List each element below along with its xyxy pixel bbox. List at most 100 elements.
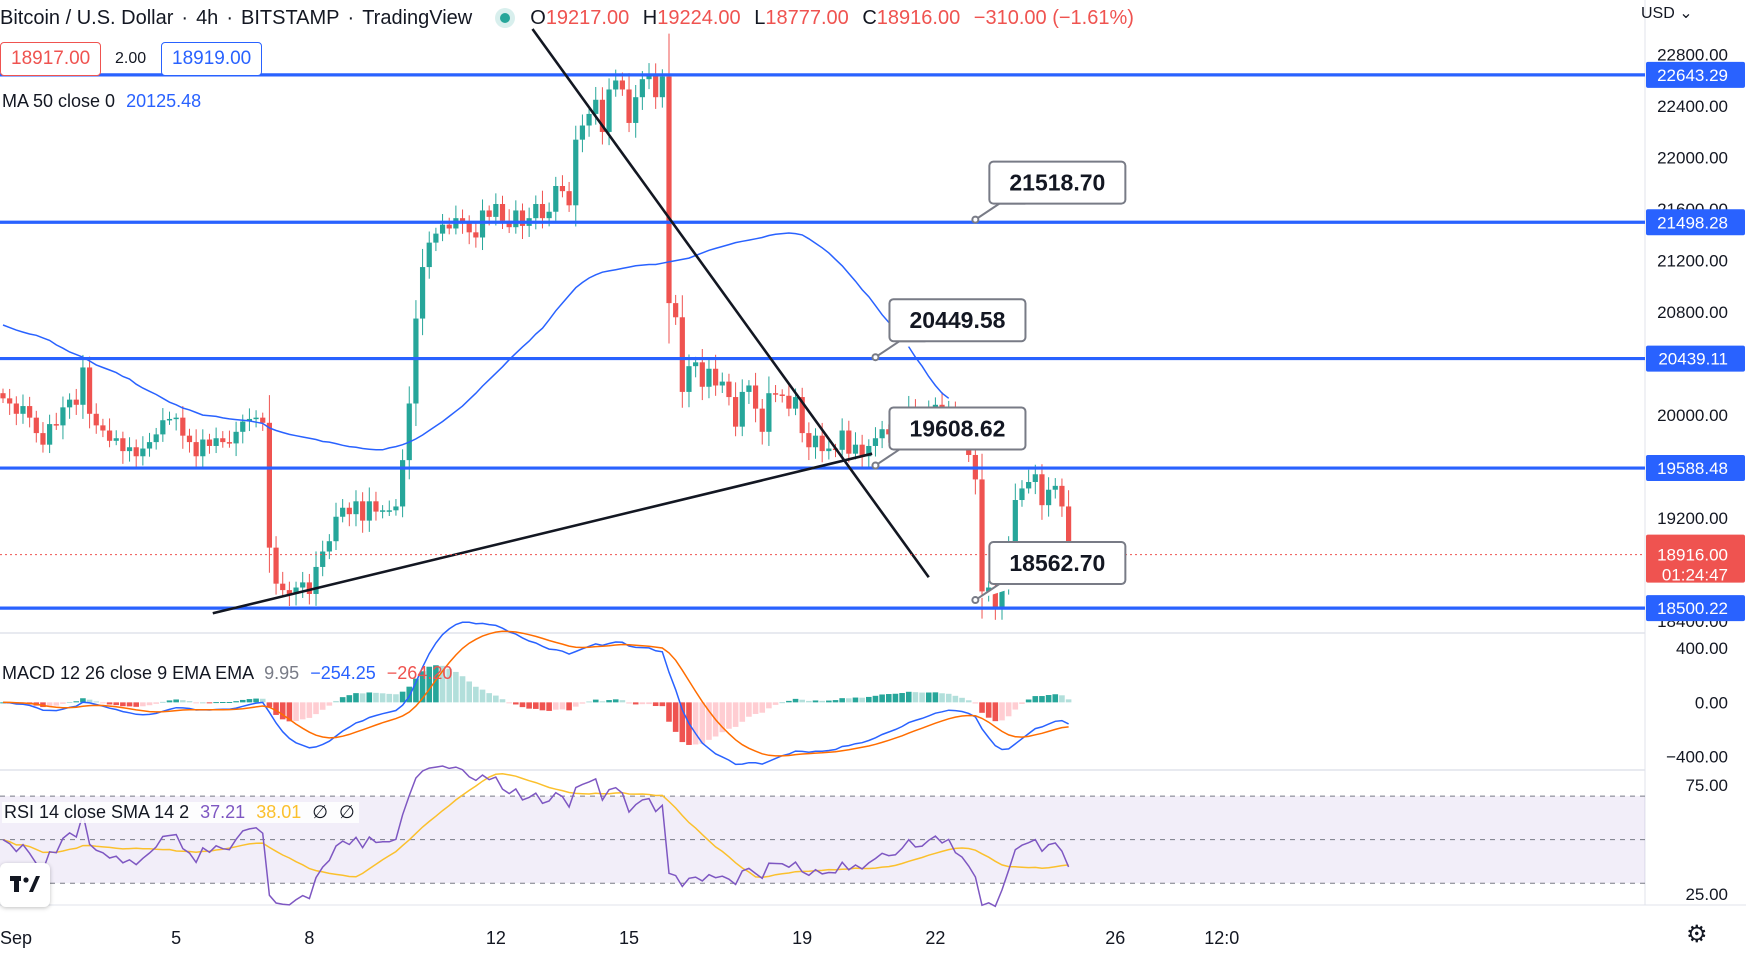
macd-histogram-bar [253,698,259,703]
macd-histogram-bar [879,694,885,703]
macd-histogram-bar [60,702,66,704]
price-tick-label: 22400.00 [1657,97,1728,116]
candle-body [253,417,259,420]
interval[interactable]: 4h [196,6,219,29]
macd-histogram-bar [533,702,539,709]
callout-anchor [871,461,880,470]
countdown-label: 01:24:47 [1662,566,1728,585]
candle-body [639,79,645,98]
candle-body [266,422,272,548]
candle-body [812,435,819,448]
ma-legend[interactable]: MA 50 close 0 20125.48 [2,91,201,112]
candle-body [566,191,572,206]
price-tick-label: 20000.00 [1657,406,1728,425]
candle-body [33,417,39,434]
candle-body [852,444,859,454]
candle-body [553,186,559,212]
candle-body [260,417,266,423]
callout-anchor [971,215,980,224]
candle-body [839,430,845,450]
candle-body [333,516,339,542]
macd-histogram-bar [1059,695,1065,703]
candle-body [533,204,539,219]
candle-body [733,397,739,427]
macd-histogram-bar [672,702,679,732]
candle-body [40,433,46,445]
candle-body [113,438,119,441]
low-value: 18777.00 [765,6,849,29]
gear-icon[interactable]: ⚙ [1686,921,1708,948]
macd-histogram-bar [206,702,213,704]
currency-selector[interactable]: USD ⌄ [1641,0,1693,28]
macd-histogram-bar [732,702,739,727]
candle-body [792,397,799,409]
candle-body [193,442,199,457]
candle-body [100,425,106,431]
trend-line [531,28,930,578]
macd-histogram-bar [419,671,426,703]
macd-histogram-bar [586,701,592,703]
macd-histogram-bar [792,698,799,703]
macd-legend[interactable]: MACD 12 26 close 9 EMA EMA 9.95 −254.25 … [2,663,452,684]
macd-histogram-bar [100,702,106,704]
ma-value: 20125.48 [126,91,202,111]
macd-histogram-bar [46,702,53,707]
level-price-tag [1646,345,1745,372]
candle-body [0,393,6,399]
macd-value: −254.25 [310,663,376,683]
macd-histogram-bar [266,702,273,708]
callout-box [888,298,1027,343]
candle-body [759,408,765,432]
macd-tick-label: −400.00 [1666,747,1728,766]
candle-body [47,424,53,445]
macd-histogram-bar [366,692,373,703]
macd-histogram-bar [939,693,945,703]
rsi-legend[interactable]: RSI 14 close SMA 14 2 37.21 38.01 ∅ ∅ [2,802,359,823]
candle-body [213,438,219,446]
candle-body [220,438,226,443]
candle-body [479,210,486,238]
symbol-name[interactable]: Bitcoin / U.S. Dollar [0,6,174,29]
macd-histogram-bar [945,693,952,703]
candle-body [686,366,692,392]
candle-body [400,460,406,507]
macd-histogram-bar [919,692,925,703]
candle-body [320,551,326,567]
macd-histogram-bar [413,678,419,703]
macd-histogram-bar [859,697,865,703]
tradingview-logo-icon[interactable] [0,863,50,907]
buy-price-button[interactable]: 18919.00 [161,42,263,76]
candle-body [153,434,159,443]
macd-histogram-bar [439,665,446,703]
sell-price-button[interactable]: 18917.00 [0,42,102,76]
candle-body [986,587,992,592]
symbol-header: Bitcoin / U.S. Dollar · 4h · BITSTAMP · … [0,6,1134,29]
candle-body [180,417,186,436]
macd-histogram-bar [706,702,712,740]
candle-body [752,385,759,409]
candle-body [486,210,492,217]
candle-body [1026,482,1032,489]
macd-histogram-bar [433,665,439,703]
macd-histogram-bar [106,702,113,705]
candle-body [506,220,512,228]
candle-body [206,439,213,446]
close-value: 18916.00 [876,6,961,29]
candle-body [353,501,359,515]
spread-value: 2.00 [115,50,147,67]
candle-body [346,507,352,515]
level-price-tag [1646,61,1745,88]
macd-histogram-bar [679,702,686,743]
candle-body [619,80,625,90]
candle-body [466,222,472,233]
logo-mark [10,876,40,892]
time-tick-label: 22 [925,928,945,948]
candle-body [60,407,66,426]
time-tick-label: 12 [486,928,506,948]
macd-histogram-bar [866,696,872,703]
macd-histogram-bar [133,702,139,707]
macd-histogram-bar [313,702,319,715]
candle-body [573,139,579,206]
candle-body [1012,500,1018,547]
